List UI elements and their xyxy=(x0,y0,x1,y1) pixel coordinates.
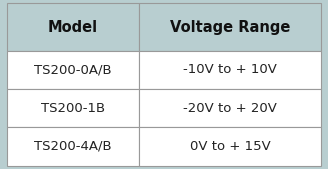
Bar xyxy=(7,51,139,89)
Text: Voltage Range: Voltage Range xyxy=(170,20,290,34)
Text: -10V to + 10V: -10V to + 10V xyxy=(183,63,277,76)
Text: TS200-0A/B: TS200-0A/B xyxy=(34,63,112,76)
Text: TS200-1B: TS200-1B xyxy=(41,102,105,115)
Bar xyxy=(139,51,321,89)
Bar xyxy=(7,127,139,166)
Bar xyxy=(139,89,321,127)
Bar xyxy=(7,89,139,127)
Text: -20V to + 20V: -20V to + 20V xyxy=(183,102,277,115)
Text: Model: Model xyxy=(48,20,98,34)
Text: 0V to + 15V: 0V to + 15V xyxy=(190,140,271,153)
Text: TS200-4A/B: TS200-4A/B xyxy=(34,140,112,153)
Bar xyxy=(139,3,321,51)
Bar xyxy=(7,3,139,51)
Bar xyxy=(139,127,321,166)
